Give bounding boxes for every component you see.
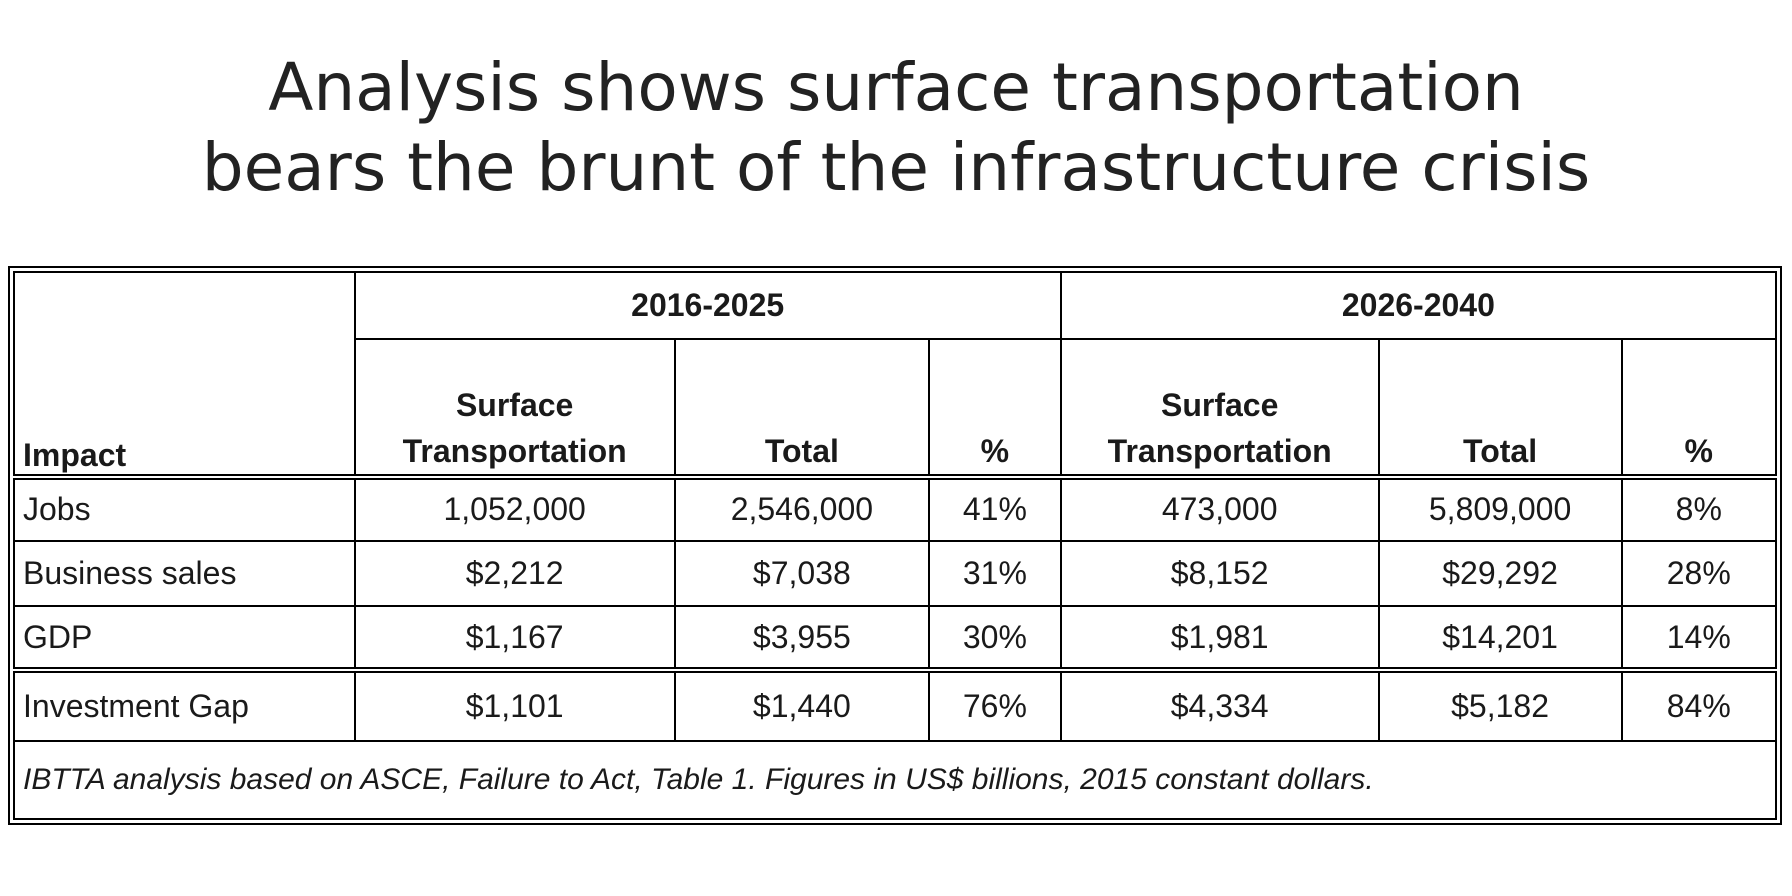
table-cell: $7,038 bbox=[673, 540, 931, 607]
table-row-business-sales: Business sales $2,212 $7,038 31% $8,152 … bbox=[13, 540, 1778, 607]
table-cell: $5,182 bbox=[1377, 667, 1623, 743]
table-cell: $2,212 bbox=[353, 540, 676, 607]
table-cell: $1,101 bbox=[353, 667, 676, 743]
header-surface-2016: Surface Transportation bbox=[353, 337, 676, 480]
table-cell: 5,809,000 bbox=[1377, 475, 1623, 543]
header-percent-2016: % bbox=[928, 337, 1062, 480]
header-surface-2026-line2: Transportation bbox=[1107, 432, 1332, 469]
table-source-note: IBTTA analysis based on ASCE, Failure to… bbox=[13, 740, 1777, 820]
table-cell: 30% bbox=[928, 604, 1062, 672]
row-label: Jobs bbox=[13, 475, 356, 543]
table-cell: $3,955 bbox=[673, 604, 931, 672]
impact-table-frame: Impact 2016-2025 2026-2040 Surface Trans… bbox=[8, 266, 1782, 825]
table-cell: 41% bbox=[928, 475, 1062, 543]
table-cell: 28% bbox=[1620, 540, 1778, 607]
table-note-row: IBTTA analysis based on ASCE, Failure to… bbox=[13, 740, 1777, 820]
header-percent-2026: % bbox=[1620, 337, 1778, 480]
table-cell: 473,000 bbox=[1059, 475, 1380, 543]
title-line-1: Analysis shows surface transportation bbox=[268, 49, 1524, 126]
table-cell: $4,334 bbox=[1059, 667, 1380, 743]
table-cell: 14% bbox=[1620, 604, 1778, 672]
table-cell: 76% bbox=[928, 667, 1062, 743]
column-header-row: Surface Transportation Total % Surface T… bbox=[14, 337, 1778, 480]
page-title: Analysis shows surface transportation be… bbox=[0, 48, 1792, 208]
header-surface-2016-line2: Transportation bbox=[402, 432, 627, 469]
table-cell: $1,440 bbox=[673, 667, 931, 743]
impact-header: Impact bbox=[13, 271, 356, 480]
period-header-2026-2040: 2026-2040 bbox=[1059, 271, 1778, 340]
table-cell: 1,052,000 bbox=[353, 475, 676, 543]
table-cell: $1,981 bbox=[1059, 604, 1380, 672]
header-surface-2026-line1: Surface bbox=[1160, 386, 1279, 423]
table-cell: $29,292 bbox=[1377, 540, 1623, 607]
row-label: Investment Gap bbox=[13, 667, 356, 743]
impact-table: Impact 2016-2025 2026-2040 Surface Trans… bbox=[13, 271, 1778, 820]
period-header-row: Impact 2016-2025 2026-2040 bbox=[13, 271, 1778, 480]
table-row-gdp: GDP $1,167 $3,955 30% $1,981 $14,201 14% bbox=[13, 604, 1778, 672]
table-row-jobs: Jobs 1,052,000 2,546,000 41% 473,000 5,8… bbox=[13, 475, 1778, 543]
table-row-investment-gap: Investment Gap $1,101 $1,440 76% $4,334 … bbox=[13, 667, 1778, 743]
table-cell: $14,201 bbox=[1377, 604, 1623, 672]
table-cell: 31% bbox=[928, 540, 1062, 607]
header-total-2016: Total bbox=[673, 337, 931, 480]
period-header-2016-2025: 2016-2025 bbox=[353, 271, 1062, 340]
table-cell: $1,167 bbox=[353, 604, 676, 672]
row-label: Business sales bbox=[13, 540, 356, 607]
table-cell: 2,546,000 bbox=[673, 475, 931, 543]
table-cell: 84% bbox=[1620, 667, 1778, 743]
table-cell: 8% bbox=[1620, 475, 1778, 543]
table-cell: $8,152 bbox=[1059, 540, 1380, 607]
header-total-2026: Total bbox=[1377, 337, 1623, 480]
title-line-2: bears the brunt of the infrastructure cr… bbox=[201, 129, 1591, 206]
header-surface-2026: Surface Transportation bbox=[1059, 337, 1380, 480]
row-label: GDP bbox=[13, 604, 356, 672]
header-surface-2016-line1: Surface bbox=[455, 386, 574, 423]
